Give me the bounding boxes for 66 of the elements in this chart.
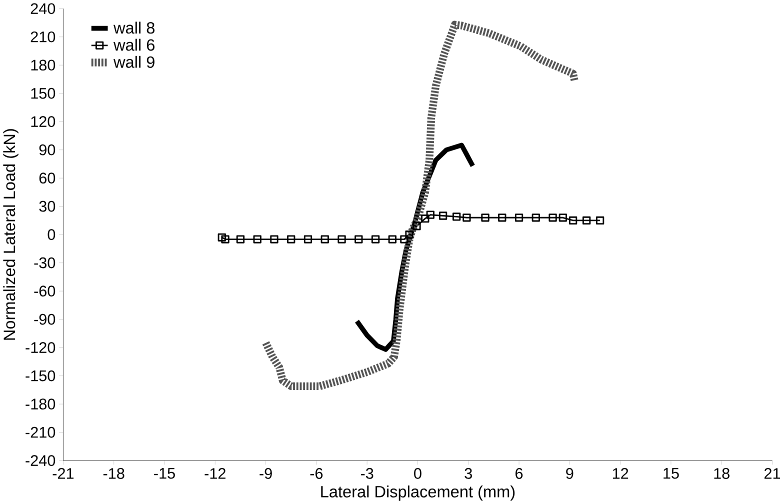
point: [532, 214, 540, 222]
point: [405, 230, 414, 239]
y-tick-label: 120: [31, 116, 56, 128]
x-tick-label: 18: [714, 468, 730, 479]
point: [270, 235, 278, 244]
point: [320, 235, 329, 244]
y-tick-label: 210: [30, 31, 56, 42]
y-tick-label: -180: [26, 398, 56, 410]
point: [287, 235, 296, 244]
x-tick-label: 9: [566, 468, 574, 479]
x-tick-label: -12: [204, 468, 226, 479]
x-tick-label: -3: [360, 468, 374, 479]
y-tick-label: -150: [26, 370, 56, 382]
legend-label: wall 9: [113, 56, 154, 68]
x-tick-label: -9: [260, 468, 272, 479]
point: [514, 214, 524, 222]
legend-label: wall 6: [113, 38, 154, 51]
y-tick-label: -210: [26, 426, 56, 438]
point: [568, 216, 578, 225]
y-tick-label: -240: [26, 455, 56, 466]
y-tick-label: 240: [30, 3, 56, 14]
point: [438, 212, 448, 220]
point: [582, 216, 591, 225]
point: [388, 235, 396, 244]
point: [253, 235, 262, 244]
x-tick-label: -18: [103, 468, 124, 479]
y-tick-label: 180: [31, 60, 56, 71]
point: [218, 233, 226, 242]
x-tick-label: -21: [52, 468, 74, 479]
point: [412, 222, 421, 230]
point: [236, 235, 245, 244]
point: [498, 214, 506, 222]
point: [481, 214, 490, 222]
y-axis-title: Normalized Lateral Load (kN): [3, 129, 18, 340]
point: [400, 235, 408, 244]
point: [304, 235, 312, 244]
y-tick-label: 0: [48, 229, 56, 240]
point: [426, 210, 434, 219]
x-axis-title: Lateral Displacement (mm): [321, 486, 515, 501]
y-tick-label: 150: [31, 88, 56, 99]
point: [596, 216, 604, 225]
y-tick-label: -90: [34, 314, 56, 325]
point: [338, 235, 346, 244]
point: [421, 214, 430, 223]
x-tick-label: 6: [516, 468, 523, 479]
x-tick-label: -6: [310, 468, 323, 479]
y-tick-label: 30: [39, 200, 56, 212]
point: [462, 214, 471, 222]
point: [354, 235, 363, 244]
y-tick-label: 90: [39, 144, 56, 156]
point: [371, 235, 380, 244]
x-tick-label: 12: [612, 468, 628, 479]
point: [548, 214, 557, 222]
x-tick-label: 3: [464, 468, 472, 479]
x-tick-label: 15: [664, 468, 679, 479]
point: [558, 214, 567, 222]
y-tick-label: -120: [26, 342, 56, 354]
y-tick-label: -60: [34, 286, 56, 297]
point: [452, 212, 461, 221]
x-tick-label: 21: [764, 468, 780, 479]
x-tick-label: 0: [414, 468, 422, 479]
y-tick-label: -30: [34, 257, 56, 268]
legend-label: wall 8: [113, 22, 154, 34]
x-tick-label: -15: [154, 468, 175, 479]
y-tick-label: 60: [39, 172, 56, 184]
point: [221, 235, 230, 244]
